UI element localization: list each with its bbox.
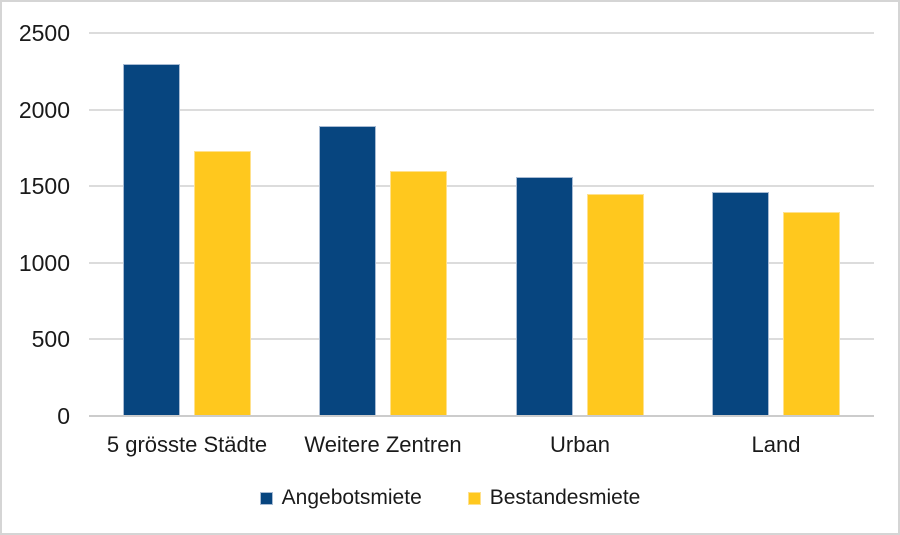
legend-swatch-angebotsmiete-icon	[259, 491, 273, 505]
legend-item-bestandesmiete: Bestandesmiete	[467, 486, 641, 510]
legend-item-angebotsmiete: Angebotsmiete	[259, 486, 422, 510]
x-category-label-3: Urban	[550, 432, 610, 457]
bar-angebotsmiete-1	[123, 64, 180, 416]
y-tick-label-0: 0	[57, 403, 70, 429]
gridline-1500	[89, 185, 874, 188]
gridline-2000	[89, 108, 874, 111]
x-category-label-1: 5 grösste Städte	[106, 432, 268, 457]
bar-bestandesmiete-3	[587, 194, 644, 416]
y-tick-label-2500: 2500	[18, 20, 70, 46]
bar-angebotsmiete-3	[516, 177, 573, 416]
x-category-label-4: Land	[751, 432, 801, 457]
legend-label-angebotsmiete: Angebotsmiete	[281, 486, 422, 509]
plot-area	[89, 32, 874, 417]
y-tick-label-1000: 1000	[18, 249, 70, 276]
gridline-500	[89, 338, 874, 341]
x-category-label-2: Weitere Zentren	[304, 432, 462, 457]
y-tick-label-2000: 2000	[18, 96, 70, 123]
bar-angebotsmiete-4	[712, 192, 769, 416]
y-tick-label-500: 500	[31, 326, 70, 353]
gridline-1000	[89, 261, 874, 264]
bar-bestandesmiete-4	[783, 212, 840, 416]
legend-label-bestandesmiete: Bestandesmiete	[489, 486, 641, 509]
legend-swatch-bestandesmiete-icon	[467, 491, 481, 505]
bar-bestandesmiete-2	[390, 171, 447, 416]
legend: Angebotsmiete Bestandesmiete	[2, 486, 898, 510]
y-tick-label-1500: 1500	[18, 173, 70, 200]
bar-angebotsmiete-2	[319, 126, 376, 416]
bar-bestandesmiete-1	[194, 151, 251, 416]
x-axis-line	[89, 415, 874, 417]
gridline-2500	[89, 32, 874, 34]
